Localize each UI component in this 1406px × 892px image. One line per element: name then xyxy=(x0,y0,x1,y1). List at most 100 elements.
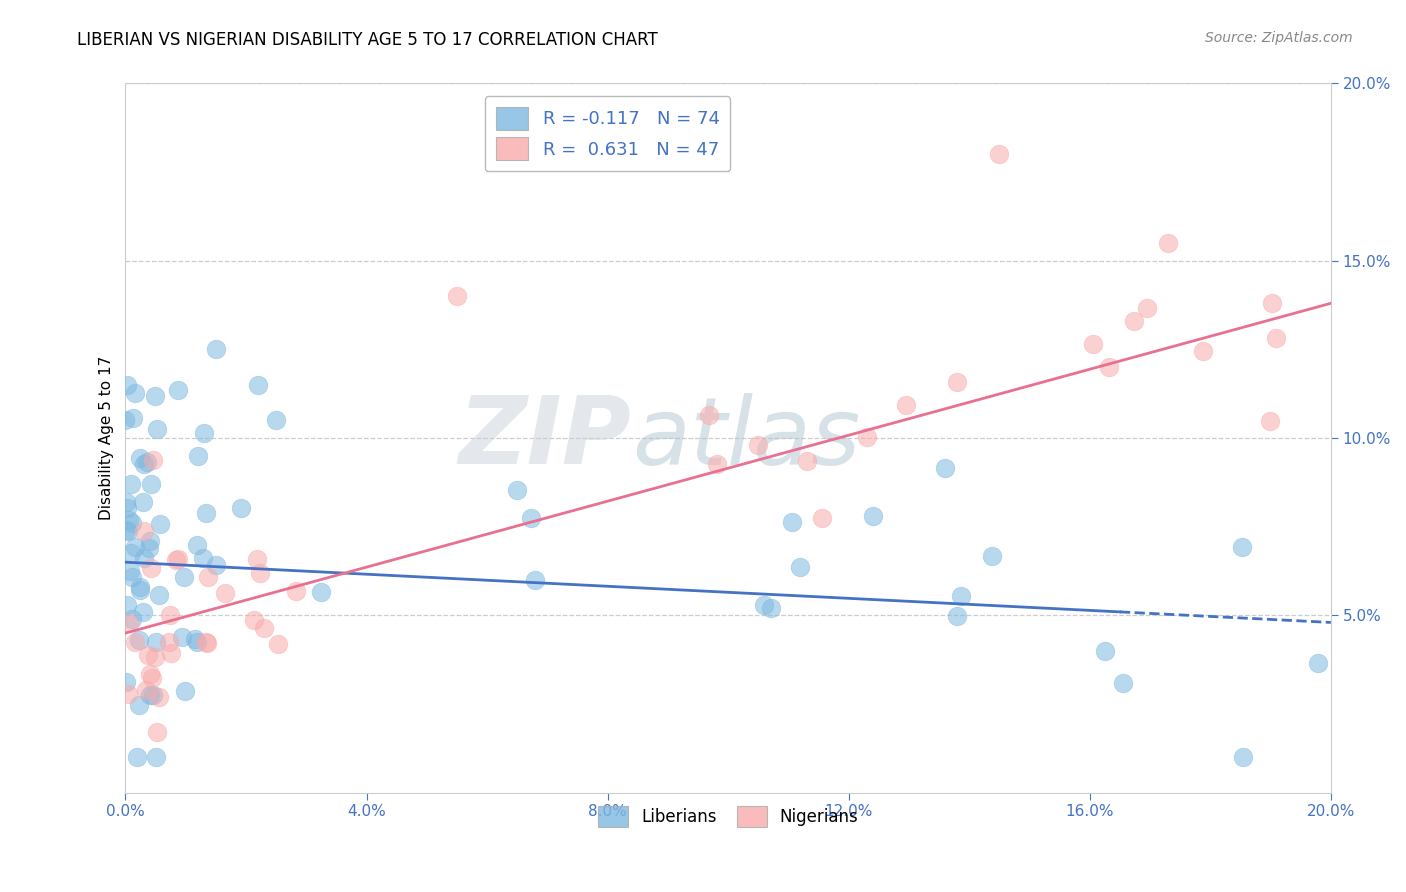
Point xyxy=(980,549,1002,564)
Point xyxy=(149,516,172,531)
Point xyxy=(118,616,141,631)
Point xyxy=(124,540,146,554)
Point xyxy=(129,582,152,597)
Point xyxy=(124,635,146,649)
Point xyxy=(789,560,811,574)
Point xyxy=(117,687,139,701)
Point xyxy=(1308,656,1330,670)
Point xyxy=(446,289,468,303)
Point xyxy=(780,515,803,529)
Point xyxy=(747,438,769,452)
Point xyxy=(167,552,190,566)
Point xyxy=(139,689,162,703)
Point xyxy=(946,375,969,389)
Text: atlas: atlas xyxy=(631,392,860,483)
Point xyxy=(141,477,163,491)
Point xyxy=(862,509,884,524)
Point xyxy=(194,506,217,520)
Point xyxy=(145,750,167,764)
Point xyxy=(136,648,159,662)
Point xyxy=(148,690,170,704)
Point xyxy=(706,457,728,471)
Point xyxy=(124,386,146,401)
Point xyxy=(128,698,150,712)
Point xyxy=(121,570,143,584)
Point xyxy=(229,500,252,515)
Point xyxy=(1122,314,1144,328)
Point xyxy=(187,449,209,463)
Point xyxy=(946,608,969,623)
Text: LIBERIAN VS NIGERIAN DISABILITY AGE 5 TO 17 CORRELATION CHART: LIBERIAN VS NIGERIAN DISABILITY AGE 5 TO… xyxy=(77,31,658,49)
Point xyxy=(173,570,195,584)
Point xyxy=(934,461,956,475)
Point xyxy=(117,524,139,538)
Point xyxy=(134,524,156,539)
Point xyxy=(143,389,166,403)
Point xyxy=(139,534,162,549)
Point xyxy=(520,510,543,524)
Point xyxy=(264,413,287,427)
Point xyxy=(165,553,187,567)
Point xyxy=(810,510,832,524)
Point xyxy=(118,513,141,527)
Point xyxy=(114,413,136,427)
Point xyxy=(193,425,215,440)
Point xyxy=(139,561,162,575)
Point xyxy=(121,612,143,626)
Point xyxy=(128,632,150,647)
Point xyxy=(253,621,276,635)
Point xyxy=(1264,331,1286,345)
Point xyxy=(247,377,270,392)
Point xyxy=(205,343,228,357)
Point xyxy=(121,516,143,531)
Point xyxy=(896,398,918,412)
Point xyxy=(146,422,169,436)
Point xyxy=(1136,301,1159,315)
Point xyxy=(856,430,879,444)
Point xyxy=(135,455,157,469)
Point xyxy=(309,585,332,599)
Point xyxy=(138,541,160,555)
Point xyxy=(132,605,155,619)
Point xyxy=(122,411,145,425)
Point xyxy=(243,613,266,627)
Point xyxy=(214,586,236,600)
Point xyxy=(246,551,269,566)
Point xyxy=(115,495,138,509)
Point xyxy=(1230,541,1253,555)
Point xyxy=(148,588,170,602)
Point xyxy=(114,674,136,689)
Point xyxy=(204,558,226,572)
Point xyxy=(1112,675,1135,690)
Point xyxy=(184,632,207,647)
Point xyxy=(129,450,152,465)
Point xyxy=(120,476,142,491)
Point xyxy=(796,454,818,468)
Text: Source: ZipAtlas.com: Source: ZipAtlas.com xyxy=(1205,31,1353,45)
Point xyxy=(1260,295,1282,310)
Point xyxy=(197,570,219,584)
Point xyxy=(115,523,138,537)
Text: ZIP: ZIP xyxy=(458,392,631,484)
Point xyxy=(117,501,139,516)
Point xyxy=(699,408,721,422)
Point xyxy=(506,483,529,497)
Point xyxy=(1094,644,1116,658)
Point xyxy=(125,750,148,764)
Point xyxy=(142,688,165,702)
Point xyxy=(141,671,163,685)
Point xyxy=(115,377,138,392)
Point xyxy=(1258,414,1281,428)
Point xyxy=(950,590,973,604)
Point xyxy=(186,634,208,648)
Point xyxy=(132,495,155,509)
Point xyxy=(143,650,166,665)
Point xyxy=(120,546,142,560)
Point xyxy=(159,646,181,660)
Point xyxy=(284,584,307,599)
Point xyxy=(1192,344,1215,359)
Point xyxy=(752,598,775,612)
Point xyxy=(170,630,193,644)
Point xyxy=(129,580,152,594)
Point xyxy=(186,538,208,552)
